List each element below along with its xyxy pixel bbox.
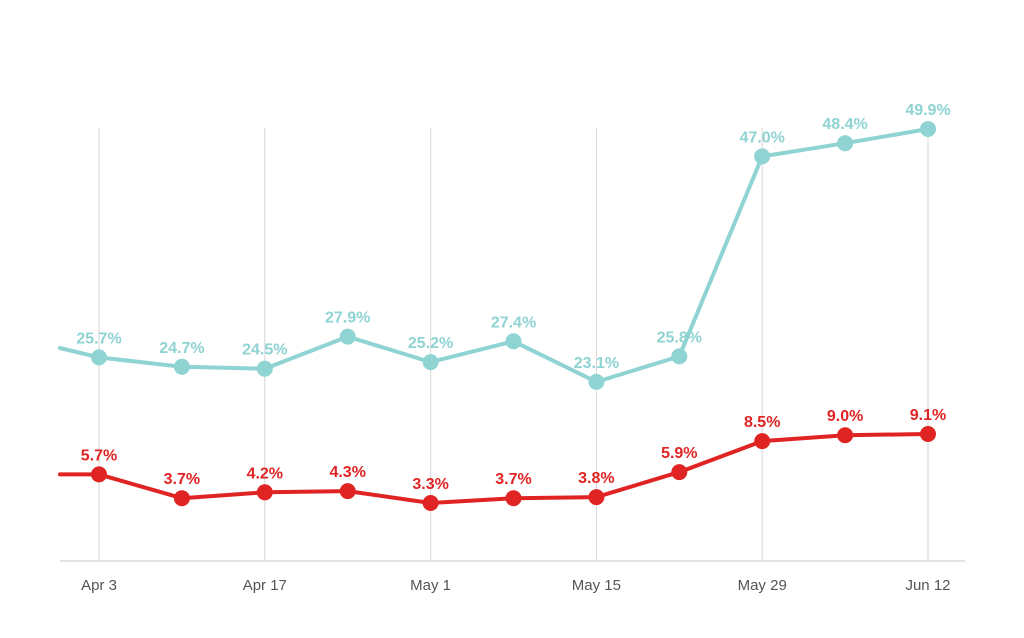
red-data-label: 9.1% [910, 407, 946, 424]
red-data-point [339, 483, 356, 500]
x-tick-label: May 15 [572, 577, 621, 594]
series-red [58, 426, 936, 511]
teal-data-label: 27.9% [325, 310, 370, 327]
teal-data-point [920, 121, 936, 137]
teal-data-point [505, 333, 522, 350]
red-data-point [920, 426, 936, 442]
x-axis-tick-labels: Apr 3 Apr 17 May 1 May 15 May 29 Jun 12 [81, 577, 950, 594]
teal-data-label: 24.7% [159, 340, 204, 357]
teal-data-point [91, 349, 107, 366]
teal-data-point [837, 135, 854, 152]
teal-data-point [588, 373, 605, 390]
x-tick-label: May 29 [738, 577, 787, 594]
teal-data-label: 48.4% [822, 116, 867, 133]
red-data-point [422, 495, 439, 511]
teal-data-point [173, 358, 190, 375]
red-data-label: 5.7% [81, 447, 117, 464]
series-teal [58, 121, 936, 390]
data-labels: 25.7% 24.7% 24.5% 27.9% 25.2% 27.4% 23.1% 25.8%… [76, 102, 950, 493]
red-data-point [754, 433, 771, 450]
red-data-point [505, 490, 522, 507]
teal-data-point [339, 328, 356, 345]
red-data-label: 4.2% [247, 465, 283, 482]
x-tick-label: Jun 12 [905, 577, 950, 594]
red-data-point [588, 489, 605, 506]
red-data-point [837, 427, 854, 444]
red-data-point [173, 490, 190, 507]
x-tick-label: Apr 3 [81, 577, 117, 594]
teal-data-label: 25.7% [76, 330, 121, 347]
red-data-label: 9.0% [827, 408, 863, 425]
grid-lines [98, 128, 929, 560]
teal-series-line [58, 127, 930, 384]
x-tick-label: May 1 [410, 577, 451, 594]
teal-data-label: 25.2% [408, 335, 453, 352]
series-layer [58, 121, 936, 511]
teal-data-point [422, 354, 439, 371]
red-data-label: 3.7% [164, 471, 200, 488]
red-data-label: 5.9% [661, 445, 697, 462]
teal-data-label: 47.0% [740, 129, 785, 146]
teal-data-label: 27.4% [491, 314, 536, 331]
teal-data-label: 49.9% [905, 102, 950, 119]
red-data-point [671, 464, 688, 481]
teal-data-label: 25.8% [657, 329, 702, 346]
teal-data-point [256, 360, 273, 377]
red-data-label: 8.5% [744, 414, 780, 431]
red-data-label: 4.3% [329, 464, 365, 481]
teal-data-label: 23.1% [574, 355, 619, 372]
red-data-point [256, 484, 273, 501]
red-series-line [58, 432, 930, 505]
teal-data-point [754, 148, 771, 165]
red-data-label: 3.3% [412, 476, 448, 493]
teal-data-point [671, 348, 688, 365]
teal-data-label: 24.5% [242, 342, 287, 359]
red-data-point [91, 466, 107, 483]
red-data-label: 3.8% [578, 470, 614, 487]
red-data-label: 3.7% [495, 471, 531, 488]
x-tick-label: Apr 17 [243, 577, 287, 594]
